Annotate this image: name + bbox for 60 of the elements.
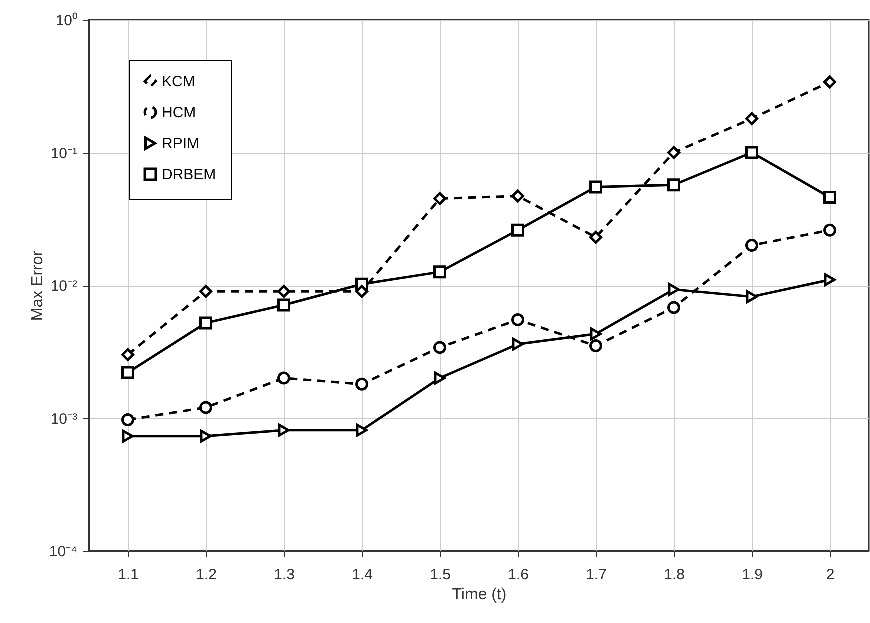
legend-label: RPIM xyxy=(162,136,200,152)
x-tick-label: 1.5 xyxy=(430,566,451,584)
point xyxy=(278,285,290,298)
point xyxy=(512,338,524,351)
y-tick-label: 10⁻¹ xyxy=(50,145,78,162)
x-tick-label: 1.4 xyxy=(352,566,373,584)
x-tick-label: 1.9 xyxy=(742,566,763,584)
point xyxy=(746,112,758,126)
legend-label: KCM xyxy=(162,74,196,90)
x-tick-label: 1.2 xyxy=(196,566,217,584)
point xyxy=(434,372,446,385)
point xyxy=(200,430,212,443)
point xyxy=(278,372,290,385)
y-tick-label: 10⁻³ xyxy=(50,410,78,428)
point xyxy=(434,192,446,206)
point xyxy=(278,424,290,437)
point xyxy=(590,230,602,244)
point xyxy=(824,76,836,89)
point xyxy=(668,178,680,192)
point xyxy=(200,401,212,414)
point xyxy=(512,190,524,203)
point xyxy=(356,424,368,437)
x-tick-label: 1.1 xyxy=(118,566,139,584)
point xyxy=(590,180,602,194)
point xyxy=(668,301,680,314)
x-tick-label: 2 xyxy=(826,566,835,584)
point xyxy=(434,341,446,354)
point xyxy=(122,430,134,443)
point xyxy=(434,266,446,279)
legend-label: HCM xyxy=(162,104,196,122)
point xyxy=(122,348,134,362)
point xyxy=(668,146,680,160)
point xyxy=(590,328,602,341)
x-axis-title: Time (t) xyxy=(452,586,507,604)
y-axis-title: Max Error xyxy=(29,250,46,322)
legend-label: DRBEM xyxy=(162,166,216,184)
y-tick-label: 10⁻⁴ xyxy=(49,544,78,560)
point xyxy=(278,298,290,312)
point xyxy=(746,290,758,304)
point xyxy=(746,239,758,252)
point xyxy=(356,285,368,298)
point xyxy=(668,283,680,296)
point xyxy=(512,224,524,237)
point xyxy=(824,191,836,204)
point xyxy=(824,224,836,237)
point xyxy=(512,313,524,326)
point xyxy=(200,316,212,330)
y-tick-label: 10⁻² xyxy=(50,278,78,295)
x-tick-label: 1.6 xyxy=(508,566,529,584)
y-tick-label: 10⁰ xyxy=(56,12,78,30)
x-tick-label: 1.3 xyxy=(274,566,295,584)
point xyxy=(122,366,134,380)
point xyxy=(200,285,212,298)
x-tick-label: 1.7 xyxy=(586,566,607,584)
point xyxy=(590,340,602,353)
x-tick-label: 1.8 xyxy=(664,566,685,584)
point xyxy=(824,274,836,286)
point xyxy=(122,414,134,426)
point xyxy=(746,146,758,160)
point xyxy=(356,378,368,391)
